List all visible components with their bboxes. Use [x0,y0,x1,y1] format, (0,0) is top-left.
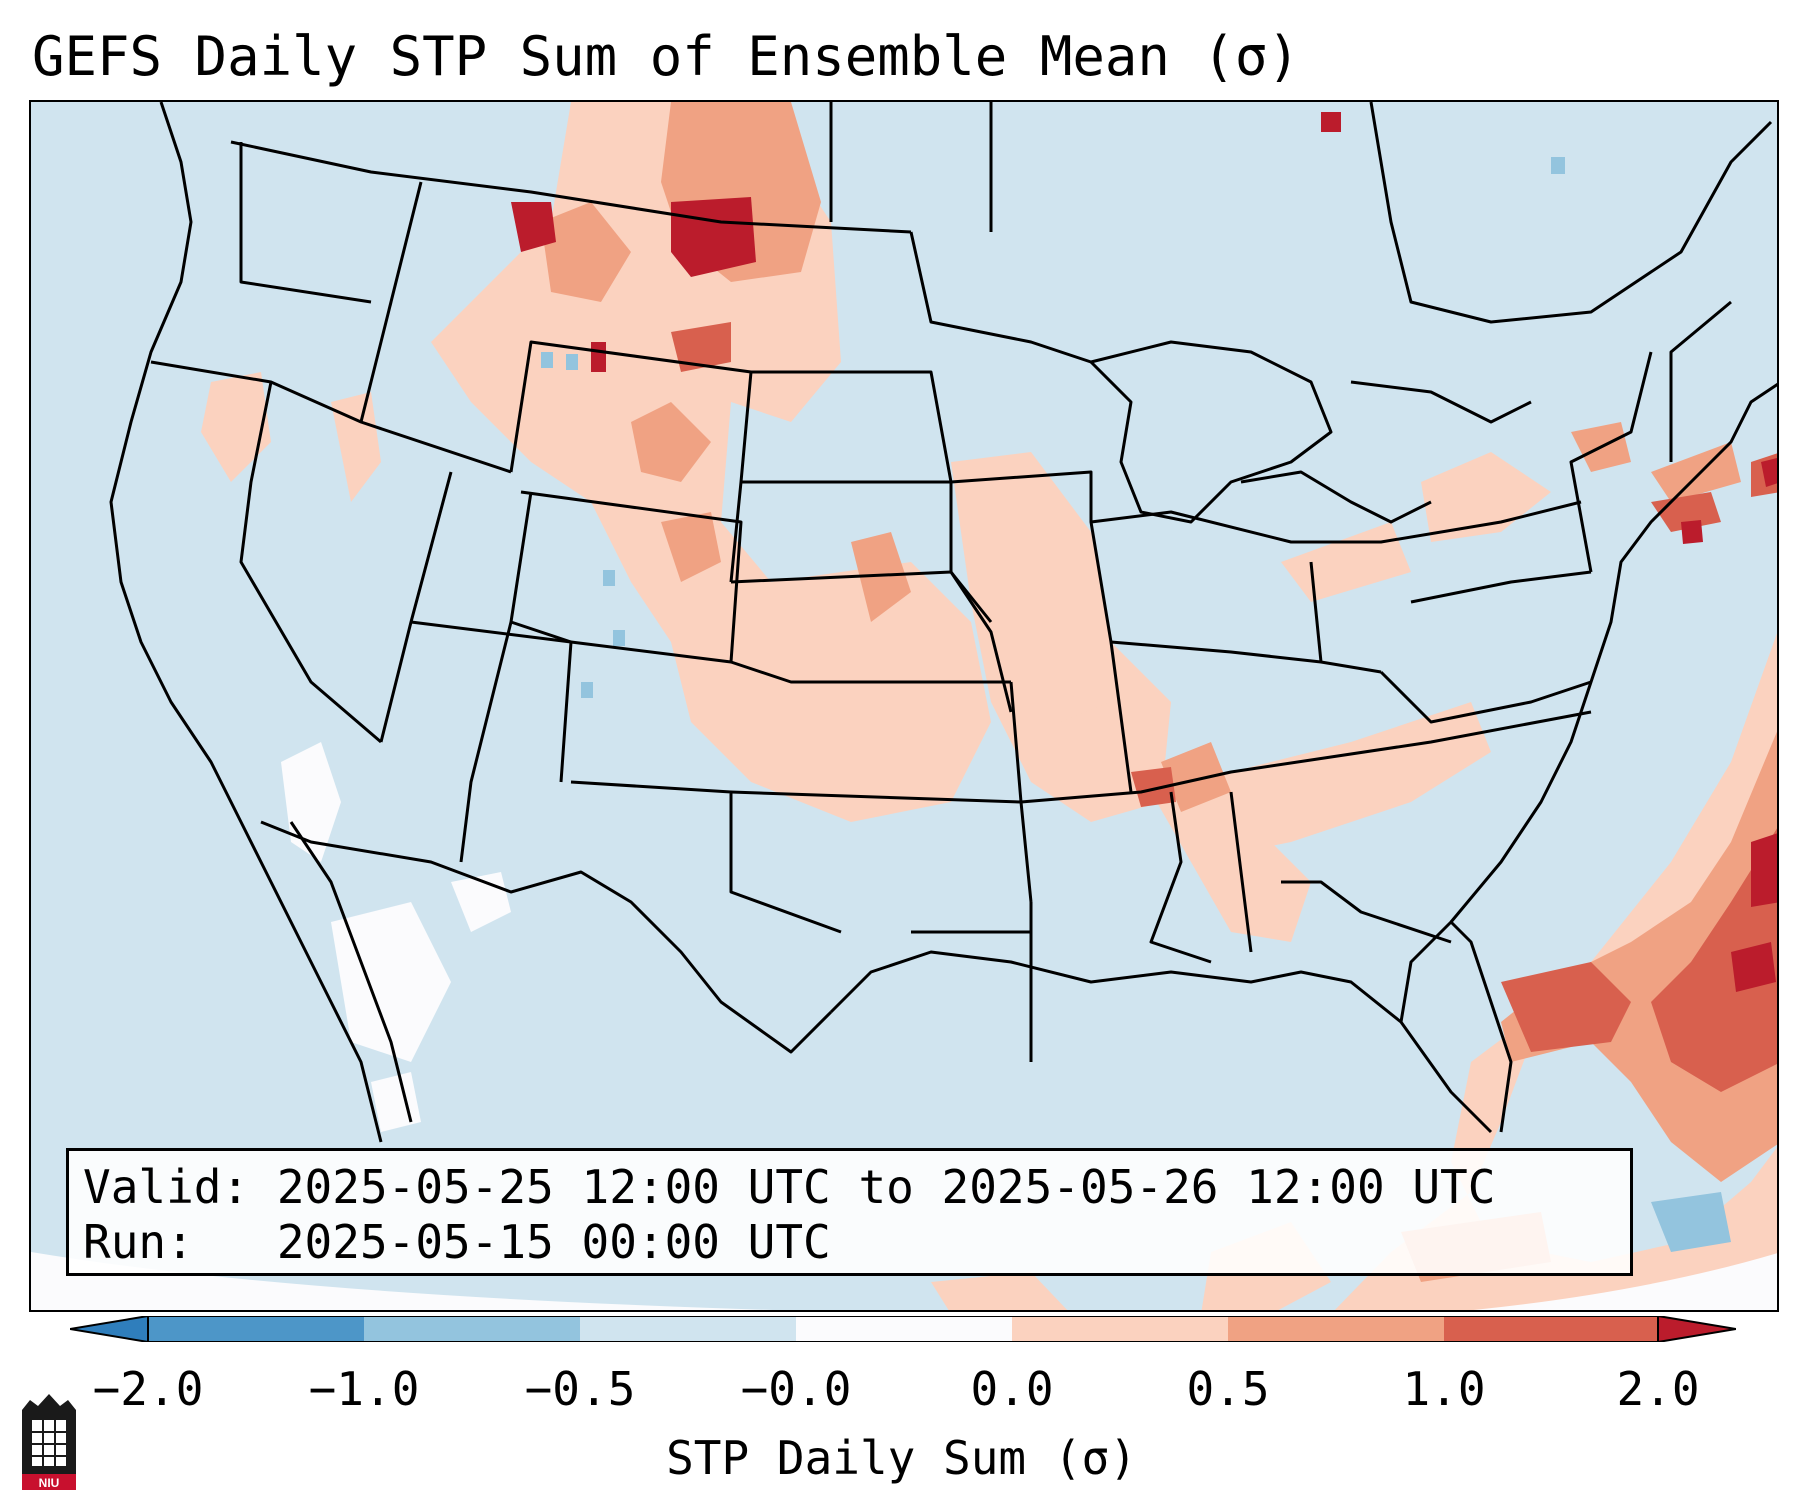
colorbar-min-arrow [70,1316,149,1342]
stp-field-light [201,102,1777,1310]
stp-field-strong [671,322,1777,1092]
colorbar [70,1316,1736,1342]
run-time-line: Run: 2025-05-15 00:00 UTC [83,1215,831,1269]
page-title: GEFS Daily STP Sum of Ensemble Mean (σ) [32,25,1300,88]
colorbar-seg-1 [148,1316,364,1342]
colorbar-tick: −0.0 [740,1362,852,1416]
colorbar-tick: −2.0 [92,1362,204,1416]
map-svg [31,102,1777,1310]
colorbar-tick: 0.0 [970,1362,1054,1416]
colorbar-seg-7 [1444,1316,1658,1342]
colorbar-label: STP Daily Sum (σ) [666,1431,1137,1485]
colorbar-tick: 0.5 [1186,1362,1270,1416]
colorbar-seg-6 [1228,1316,1444,1342]
colorbar-seg-2 [364,1316,580,1342]
colorbar-tick: 1.0 [1402,1362,1486,1416]
colorbar-tick: −1.0 [308,1362,420,1416]
colorbar-seg-3 [580,1316,796,1342]
logo-text: NIU [39,1476,60,1490]
colorbar-seg-4 [796,1316,1012,1342]
colorbar-max-arrow [1657,1316,1736,1342]
map-panel[interactable] [29,100,1779,1312]
colorbar-tick: 2.0 [1616,1362,1700,1416]
boundaries [109,102,1777,1143]
niu-logo: NIU [22,1394,76,1490]
validity-info-box: Valid: 2025-05-25 12:00 UTC to 2025-05-2… [66,1148,1633,1276]
colorbar-tick: −0.5 [524,1362,636,1416]
stp-field-negative [541,157,1731,1252]
colorbar-seg-5 [1012,1316,1228,1342]
valid-time-line: Valid: 2025-05-25 12:00 UTC to 2025-05-2… [83,1160,1496,1214]
